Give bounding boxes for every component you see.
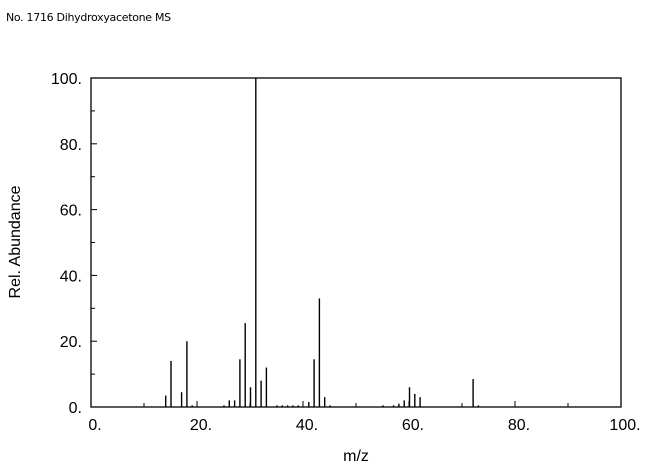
x-axis-title: m/z	[343, 448, 369, 465]
x-axis-ticks: 0. 20. 40. 60. 80. 100.	[88, 401, 641, 434]
y-tick-label: 100.	[51, 71, 82, 88]
y-tick-label: 40.	[60, 268, 82, 285]
chart-caption: No. 1716 Dihydroxyacetone MS	[6, 11, 171, 24]
x-tick-label: 80.	[508, 417, 530, 434]
x-tick-label: 20.	[190, 417, 212, 434]
y-tick-label: 80.	[60, 137, 82, 154]
plot-frame	[90, 77, 622, 408]
y-tick-label: 20.	[60, 334, 82, 351]
x-tick-label: 0.	[88, 417, 101, 434]
y-axis-title: Rel. Abundance	[7, 185, 24, 298]
x-tick-label: 100.	[609, 417, 640, 434]
y-axis-ticks: 0. 20. 40. 60. 80. 100.	[51, 71, 97, 417]
x-tick-label: 40.	[296, 417, 318, 434]
y-tick-label: 0.	[69, 400, 82, 417]
x-tick-label: 60.	[402, 417, 424, 434]
y-tick-label: 60.	[60, 203, 82, 220]
peak-group	[164, 78, 480, 407]
